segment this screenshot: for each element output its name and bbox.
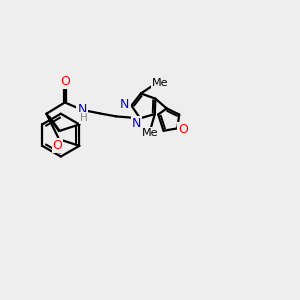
Text: Me: Me — [152, 78, 168, 88]
Text: O: O — [178, 123, 188, 136]
Text: Me: Me — [142, 128, 158, 138]
Text: O: O — [61, 74, 70, 88]
Text: N: N — [132, 117, 141, 130]
Text: H: H — [80, 113, 88, 123]
Text: N: N — [77, 103, 87, 116]
Text: N: N — [120, 98, 130, 111]
Text: O: O — [52, 139, 62, 152]
